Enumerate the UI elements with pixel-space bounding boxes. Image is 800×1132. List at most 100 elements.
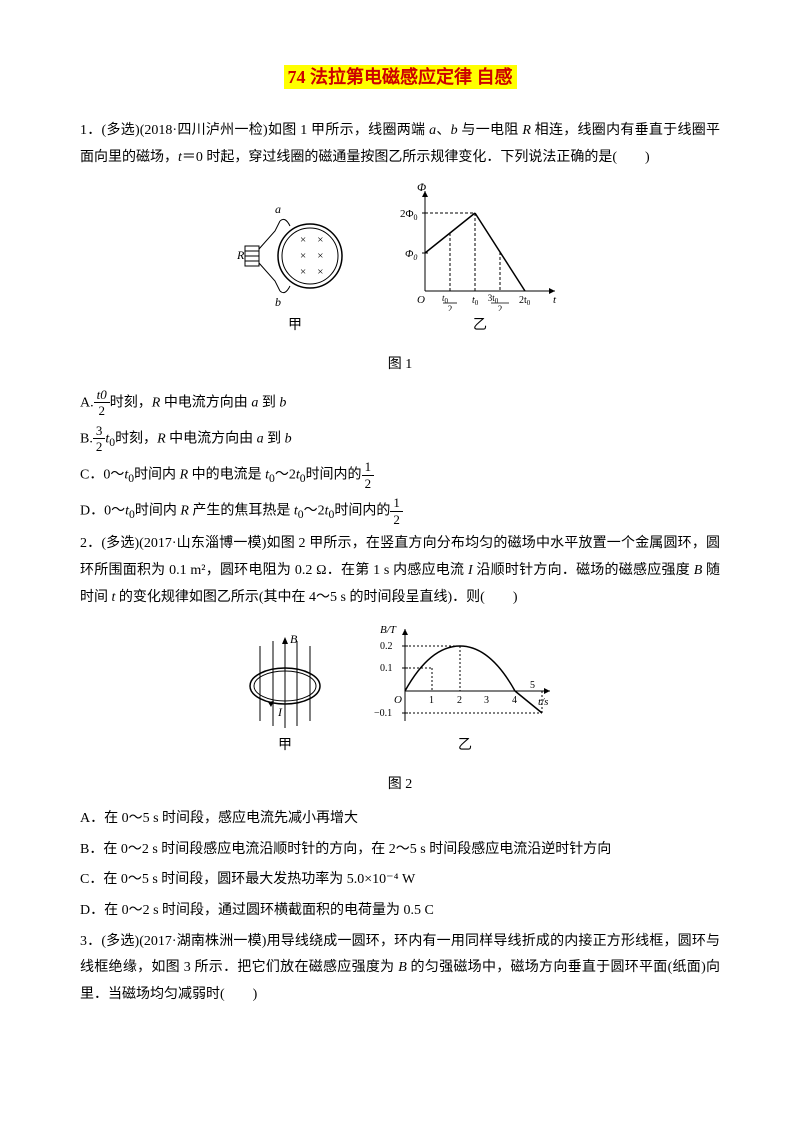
oC-R: R: [180, 467, 189, 482]
figure2-row: B I 甲 B/T t/s O 0.2 0.1 −0.1: [80, 621, 720, 768]
g2-x4: 4: [512, 695, 517, 706]
jia-label-1: 甲: [235, 313, 355, 340]
g1-x2s: 0: [475, 299, 479, 307]
q1-t1: 1．(多选)(2018·四川泸州一检)如图 1 甲所示，线圈两端: [80, 123, 429, 138]
svg-text:I: I: [277, 705, 283, 719]
oD-m: 时间内: [135, 503, 181, 518]
fig2-jia: B I 甲: [240, 631, 330, 768]
oC-pre: C．0～: [80, 467, 124, 482]
q2-optB: B．在 0～2 s 时间段感应电流沿顺时针的方向，在 2～5 s 时间段感应电流…: [80, 837, 720, 864]
oD-fn: 1: [390, 495, 403, 512]
q1-stem: 1．(多选)(2018·四川泸州一检)如图 1 甲所示，线圈两端 a、b 与一电…: [80, 118, 720, 171]
title-text: 法拉第电磁感应定律 自感: [310, 67, 513, 87]
q2-s2: 沿顺时针方向．磁场的磁感应强度: [473, 563, 694, 578]
oA-m: 中电流方向由: [160, 395, 251, 410]
q1-t3: 与一电阻: [458, 123, 523, 138]
g1-2phi-sub: 0: [414, 213, 418, 222]
svg-text:R: R: [236, 248, 245, 262]
oB-pre: B.: [80, 431, 93, 446]
g1-x4s: 0: [527, 299, 531, 307]
q3-stem: 3．(多选)(2017·湖南株洲一模)用导线绕成一圆环，环内有一用同样导线折成的…: [80, 929, 720, 1009]
q1-optD: D．0～t0时间内 R 产生的焦耳热是 t0～2t0时间内的12: [80, 495, 720, 527]
oB-to: 到: [264, 431, 285, 446]
g2-x3: 3: [484, 695, 489, 706]
g2-y1: 0.2: [380, 641, 393, 652]
q1-optA: A.t02时刻，R 中电流方向由 a 到 b: [80, 387, 720, 419]
oB-fd: 2: [93, 439, 106, 455]
oA-fd: 2: [94, 403, 110, 419]
q1-b: b: [451, 123, 458, 138]
oD-m3: ～2: [304, 503, 325, 518]
g2-t: t/s: [538, 696, 548, 708]
oA-b: b: [279, 395, 286, 410]
title-highlight: 74 法拉第电磁感应定律 自感: [284, 65, 517, 89]
q1-R: R: [522, 123, 531, 138]
oB-m: 中电流方向由: [166, 431, 257, 446]
oB-R: R: [157, 431, 166, 446]
oB-a: a: [257, 431, 264, 446]
oA-fn: t0: [97, 387, 107, 402]
title-num: 74: [288, 67, 306, 87]
g2-y3: −0.1: [374, 708, 392, 719]
svg-text:a: a: [275, 202, 281, 216]
g2-O: O: [394, 694, 402, 706]
oD-R: R: [180, 503, 189, 518]
oD-fd: 2: [390, 512, 403, 528]
jia-label-2: 甲: [240, 733, 330, 760]
svg-text:× ×: × ×: [300, 266, 323, 278]
fig1-caption: 图 1: [80, 352, 720, 379]
oC-m2: 中的电流是: [188, 467, 265, 482]
fig1-jia: a R × × × × × × b 甲: [235, 201, 355, 348]
q2-optC: C．在 0～5 s 时间段，圆环最大发热功率为 5.0×10⁻⁴ W: [80, 867, 720, 894]
q2-optD: D．在 0～2 s 时间段，通过圆环横截面积的电荷量为 0.5 C: [80, 898, 720, 925]
oC-fd: 2: [362, 476, 375, 492]
figure1-row: a R × × × × × × b 甲 Φ 2Φ0 Φ0: [80, 181, 720, 348]
svg-text:Φ0: Φ0: [405, 248, 417, 262]
g1-taxis: t: [553, 294, 557, 306]
g1-x1d: 2: [448, 304, 453, 311]
bt-graph-svg: B/T t/s O 0.2 0.1 −0.1 1 2 3 4 5: [370, 621, 560, 731]
ring-svg: B I: [240, 631, 330, 731]
q2-optA: A．在 0～5 s 时间段，感应电流先减小再增大: [80, 806, 720, 833]
q2-B: B: [694, 563, 703, 578]
q2-stem: 2．(多选)(2017·山东淄博一模)如图 2 甲所示，在竖直方向分布均匀的磁场…: [80, 531, 720, 611]
q1-t2: 、: [436, 123, 451, 138]
fig1-yi: Φ 2Φ0 Φ0 O t0 2 t0 3t0 2 2t0 t 乙: [395, 181, 565, 348]
oA-pre: A.: [80, 395, 94, 410]
oC-fn: 1: [362, 459, 375, 476]
phi-axis: Φ: [417, 181, 426, 194]
flux-graph-svg: Φ 2Φ0 Φ0 O t0 2 t0 3t0 2 2t0 t: [395, 181, 565, 311]
svg-text:2t0: 2t0: [519, 295, 531, 307]
q1-optB: B.32t0时刻，R 中电流方向由 a 到 b: [80, 423, 720, 455]
q1-optC: C．0～t0时间内 R 中的电流是 t0～2t0时间内的12: [80, 459, 720, 491]
fig2-caption: 图 2: [80, 772, 720, 799]
oC-m4: 时间内的: [306, 467, 362, 482]
yi-label-2: 乙: [370, 733, 560, 760]
g2-y2: 0.1: [380, 663, 393, 674]
g1-x3d: 2: [498, 304, 503, 311]
g2-x1: 1: [429, 695, 434, 706]
g2-x2: 2: [457, 695, 462, 706]
g1-phi0-sub: 0: [413, 253, 417, 262]
svg-text:b: b: [275, 295, 281, 309]
oD-m2: 产生的焦耳热是: [189, 503, 294, 518]
oB-fn: 3: [93, 423, 106, 440]
oD-pre: D．0～: [80, 503, 125, 518]
oC-m3: ～2: [275, 467, 296, 482]
oA-to: 到: [258, 395, 279, 410]
oB-p: 时刻，: [115, 431, 157, 446]
svg-text:× ×: × ×: [300, 234, 323, 246]
q2-s4: 的变化规律如图乙所示(其中在 4～5 s 的时间段呈直线)．则( ): [115, 590, 517, 605]
oD-m4: 时间内的: [334, 503, 390, 518]
svg-text:B: B: [290, 632, 298, 646]
oB-b: b: [285, 431, 292, 446]
svg-text:× ×: × ×: [300, 250, 323, 262]
coil-svg: a R × × × × × × b: [235, 201, 355, 311]
q1-t5: ＝0 时起，穿过线圈的磁通量按图乙所示规律变化．下列说法正确的是( ): [182, 150, 650, 165]
svg-text:t0: t0: [472, 295, 479, 307]
yi-label-1: 乙: [395, 313, 565, 340]
g2-x5: 5: [530, 680, 535, 691]
svg-text:2Φ0: 2Φ0: [400, 208, 418, 222]
g1-O: O: [417, 294, 425, 306]
oC-m: 时间内: [134, 467, 180, 482]
